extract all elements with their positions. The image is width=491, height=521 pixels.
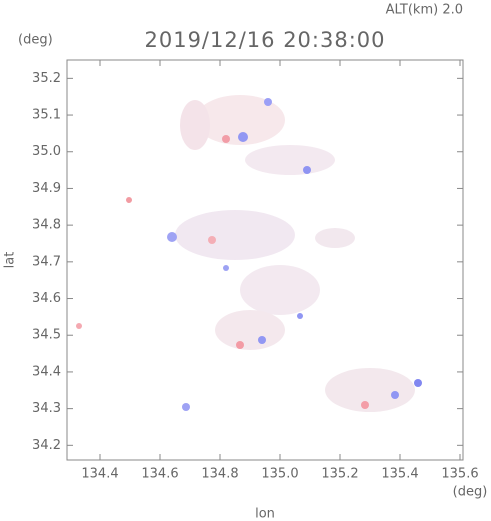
x-axis-label: lon bbox=[255, 507, 275, 521]
y-tick-label: 34.3 bbox=[32, 401, 61, 416]
y-tick-label: 34.6 bbox=[32, 291, 61, 306]
chart-title: 2019/12/16 20:38:00 bbox=[144, 28, 385, 52]
x-tick-label: 135.4 bbox=[381, 467, 418, 482]
y-tick-label: 34.5 bbox=[32, 328, 61, 343]
y-tick-label: 34.4 bbox=[32, 364, 61, 379]
x-tick-label: 135.6 bbox=[441, 467, 478, 482]
x-tick-label: 135.0 bbox=[261, 467, 298, 482]
y-tick-label: 35.0 bbox=[32, 144, 61, 159]
plot-frame bbox=[66, 59, 464, 461]
y-tick-label: 35.1 bbox=[32, 108, 61, 123]
y-tick-label: 34.7 bbox=[32, 254, 61, 269]
x-tick-label: 134.6 bbox=[141, 467, 178, 482]
x-tick-label: 135.2 bbox=[321, 467, 358, 482]
altitude-label: ALT(km) 2.0 bbox=[386, 3, 463, 18]
y-axis-label: lat bbox=[3, 252, 18, 269]
x-tick-label: 134.8 bbox=[201, 467, 238, 482]
echo-field bbox=[76, 95, 422, 412]
x-unit: (deg) bbox=[453, 485, 488, 500]
x-tick-label: 134.4 bbox=[81, 467, 118, 482]
y-unit: (deg) bbox=[18, 33, 53, 48]
y-tick-label: 34.9 bbox=[32, 181, 61, 196]
y-tick-label: 34.2 bbox=[32, 438, 61, 453]
y-tick-label: 35.2 bbox=[32, 71, 61, 86]
y-tick-label: 34.8 bbox=[32, 218, 61, 233]
